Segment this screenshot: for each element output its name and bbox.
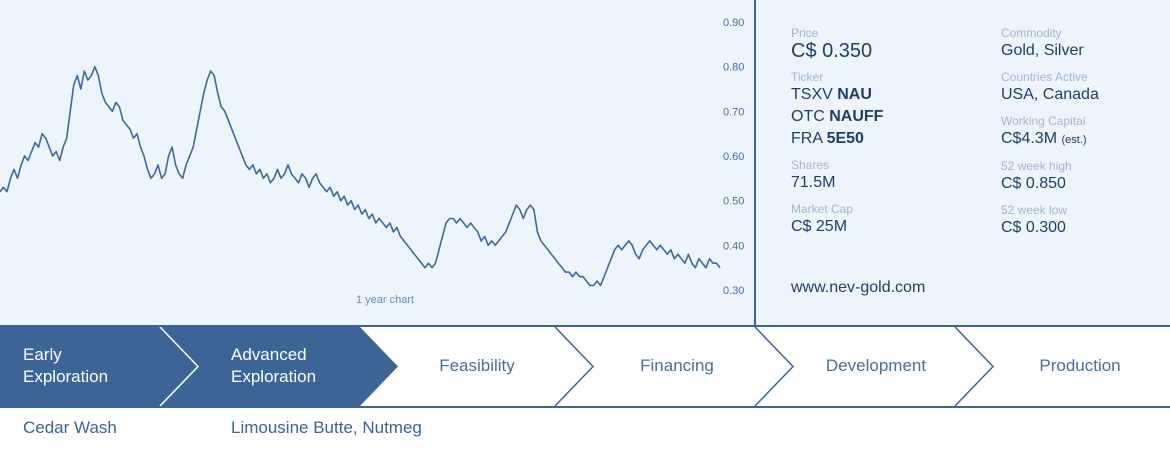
y-tick-label: 0.60 — [723, 151, 744, 163]
working-capital-label: Working Capital — [1001, 114, 1086, 128]
stage-feasibility[interactable]: Feasibility — [439, 356, 515, 375]
stage-separator — [159, 327, 200, 406]
ticker-symbol: 5E50 — [826, 130, 864, 147]
working-capital-note: (est.) — [1061, 134, 1087, 146]
price-value: C$ 0.350 — [791, 40, 873, 62]
stage-label-line1: Advanced — [231, 345, 307, 364]
market-cap-value: C$ 25M — [791, 218, 848, 235]
y-tick-label: 0.90 — [723, 17, 744, 29]
stage-label-line1: Early — [23, 345, 62, 364]
info-column-right: Commodity Gold, Silver Countries Active … — [1001, 26, 1099, 239]
info-column-left: Price C$ 0.350 Ticker TSXV NAU OTC NAUFF… — [791, 26, 883, 238]
countries-value: USA, Canada — [1001, 86, 1099, 103]
working-capital-value: C$4.3M (est.) — [1001, 128, 1099, 151]
chart-caption: 1 year chart — [355, 294, 415, 306]
price-chart: 0.90 0.80 0.70 0.60 0.50 0.40 0.30 — [0, 17, 744, 297]
stage-early-exploration[interactable]: Early Exploration — [23, 344, 173, 388]
ticker-label: Ticker — [791, 70, 824, 84]
ticker-otc: OTC NAUFF — [791, 106, 883, 128]
52-week-high-value: C$ 0.850 — [1001, 175, 1066, 192]
price-chart-panel: 0.90 0.80 0.70 0.60 0.50 0.40 0.30 1 year char… — [0, 0, 754, 325]
stage-separator — [554, 327, 595, 406]
y-tick-label: 0.70 — [723, 106, 744, 118]
y-tick-label: 0.30 — [723, 285, 744, 297]
price-line — [0, 65, 721, 287]
project-early-exploration: Cedar Wash — [23, 418, 117, 437]
ticker-fra: FRA 5E50 — [791, 128, 883, 150]
ticker-tsxv: TSXV NAU — [791, 84, 883, 106]
project-advanced-exploration: Limousine Butte, Nutmeg — [231, 418, 422, 437]
52-week-high-label: 52 week high — [1001, 159, 1072, 173]
stock-info-panel: Price C$ 0.350 Ticker TSXV NAU OTC NAUFF… — [754, 0, 1170, 325]
stage-financing[interactable]: Financing — [640, 356, 714, 375]
stage-label-line2: Exploration — [231, 367, 317, 386]
stage-production[interactable]: Production — [1039, 356, 1121, 375]
website-link[interactable]: www.nev-gold.com — [791, 279, 926, 296]
stage-chevrons — [0, 327, 995, 406]
stage-separator — [754, 327, 795, 406]
project-stage-bar: Early Exploration Advanced Exploration F… — [0, 325, 1170, 408]
52-week-low-value: C$ 0.300 — [1001, 219, 1066, 236]
y-tick-label: 0.80 — [723, 62, 744, 74]
commodity-label: Commodity — [1001, 26, 1062, 40]
ticker-exchange: OTC — [791, 108, 825, 125]
ticker-exchange: TSXV — [791, 86, 833, 103]
ticker-symbol: NAUFF — [829, 108, 884, 125]
stage-label-line2: Exploration — [23, 367, 109, 386]
ticker-symbol: NAU — [837, 86, 872, 103]
commodity-value: Gold, Silver — [1001, 42, 1084, 59]
countries-label: Countries Active — [1001, 70, 1088, 84]
shares-value: 71.5M — [791, 174, 836, 191]
y-tick-label: 0.50 — [723, 196, 744, 208]
y-tick-label: 0.40 — [723, 240, 744, 252]
stage-advanced-exploration[interactable]: Advanced Exploration — [231, 344, 381, 388]
price-label: Price — [791, 26, 819, 40]
working-capital-amount: C$4.3M — [1001, 130, 1058, 147]
shares-label: Shares — [791, 158, 830, 172]
stage-separator — [954, 327, 995, 406]
ticker-exchange: FRA — [791, 130, 823, 147]
stage-development[interactable]: Development — [825, 356, 927, 375]
52-week-low-label: 52 week low — [1001, 203, 1068, 217]
market-cap-label: Market Cap — [791, 202, 854, 216]
